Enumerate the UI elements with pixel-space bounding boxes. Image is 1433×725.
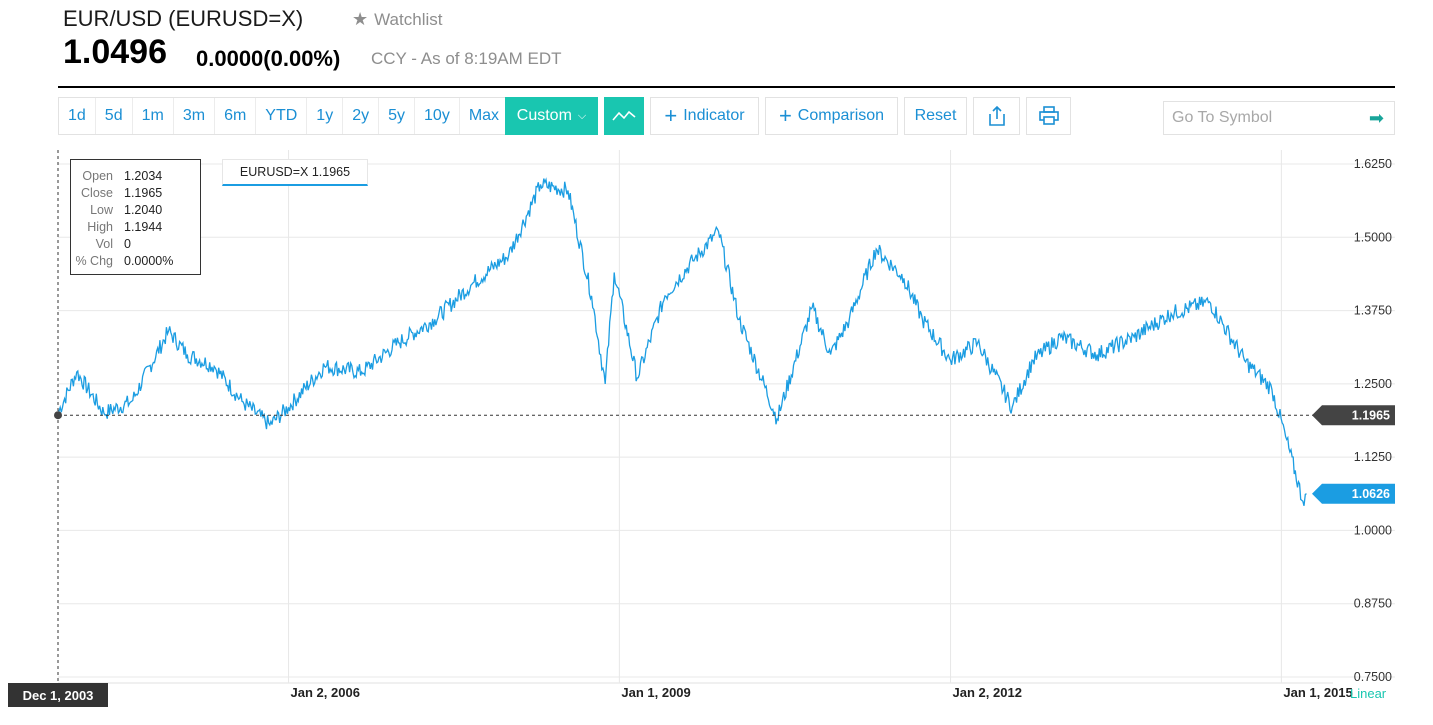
range-1d[interactable]: 1d	[59, 98, 96, 134]
y-tick-label: 1.0000	[1354, 523, 1392, 537]
custom-label: Custom	[516, 107, 572, 124]
scale-toggle[interactable]: Linear	[1350, 686, 1387, 701]
range-1m[interactable]: 1m	[133, 98, 174, 134]
tooltip-row: Close 1.1965	[71, 184, 200, 201]
tooltip-value: 1.2040	[124, 202, 163, 217]
crosshair-point	[54, 411, 62, 420]
range-10y[interactable]: 10y	[415, 98, 460, 134]
y-tick-label: 1.3750	[1354, 304, 1392, 318]
tooltip-value: 0.0000%	[124, 253, 174, 268]
x-tick-label: Jan 2, 2012	[953, 685, 1022, 700]
tooltip-value: 1.1944	[124, 219, 163, 234]
chevron-down-icon: ⌵	[577, 109, 587, 122]
series-legend: EURUSD=X 1.1965	[222, 159, 368, 186]
y-tick-label: 0.7500	[1354, 670, 1392, 684]
range-ytd[interactable]: YTD	[256, 98, 308, 134]
range-2y[interactable]: 2y	[343, 98, 380, 134]
custom-range-button[interactable]: Custom ⌵	[505, 97, 598, 135]
print-button[interactable]	[1026, 97, 1071, 135]
tooltip-key: High	[87, 219, 113, 234]
range-6m[interactable]: 6m	[215, 98, 257, 134]
range-3m[interactable]: 3m	[174, 98, 216, 134]
plus-icon: +	[778, 103, 792, 128]
crosshair-value: 1.1965	[1352, 409, 1390, 423]
symbol-search: ➡	[1163, 101, 1395, 135]
tooltip-row: Low 1.2040	[71, 201, 200, 218]
range-5y[interactable]: 5y	[379, 98, 416, 134]
reset-button[interactable]: Reset	[904, 97, 967, 135]
crosshair-date: Dec 1, 2003	[8, 683, 108, 707]
tooltip-value: 1.1965	[124, 185, 163, 200]
price-change: 0.0000(0.00%)	[196, 46, 341, 71]
tooltip-key: Low	[90, 202, 113, 217]
y-tick-label: 1.6250	[1354, 157, 1392, 171]
x-tick-label: Jan 1, 2015	[1283, 685, 1352, 700]
tooltip-row: High 1.1944	[71, 218, 200, 235]
tooltip-key: Open	[82, 168, 113, 183]
symbol-title: EUR/USD (EURUSD=X)	[63, 6, 304, 31]
print-icon	[1038, 106, 1059, 125]
range-selector: 1d 5d 1m 3m 6m YTD 1y 2y 5y 10y Max	[58, 97, 511, 135]
plus-icon: +	[664, 103, 678, 128]
range-5d[interactable]: 5d	[96, 98, 133, 134]
range-1y[interactable]: 1y	[307, 98, 344, 134]
chart-type-button[interactable]	[604, 97, 644, 135]
y-tick-label: 0.8750	[1354, 597, 1392, 611]
line-chart-icon	[612, 110, 636, 121]
share-icon	[988, 105, 1005, 126]
tooltip-row: % Chg 0.0000%	[71, 252, 200, 269]
tooltip-row: Vol 0	[71, 235, 200, 252]
indicator-button[interactable]: + Indicator	[650, 97, 759, 135]
price-series-line	[57, 177, 1307, 506]
x-tick-label: Jan 2, 2006	[291, 685, 360, 700]
last-value-badge	[1312, 483, 1395, 504]
comparison-button[interactable]: + Comparison	[765, 97, 898, 135]
indicator-label: Indicator	[683, 107, 745, 124]
reset-label: Reset	[914, 107, 957, 124]
symbol-search-input[interactable]	[1164, 103, 1354, 133]
y-tick-label: 1.2500	[1354, 377, 1392, 391]
tooltip-value: 1.2034	[124, 168, 163, 183]
ohlc-tooltip: Open 1.2034 Close 1.1965 Low 1.2040 High 1.1944…	[70, 159, 201, 275]
crosshair-value-badge	[1312, 405, 1395, 426]
watchlist-button[interactable]: ★ Watchlist	[352, 9, 442, 30]
star-icon: ★	[352, 9, 369, 29]
tooltip-key: % Chg	[75, 253, 113, 268]
as-of-time: CCY - As of 8:19AM EDT	[371, 49, 562, 68]
arrow-right-icon[interactable]: ➡	[1368, 108, 1384, 128]
tooltip-key: Close	[81, 185, 113, 200]
share-button[interactable]	[973, 97, 1020, 135]
comparison-label: Comparison	[797, 107, 885, 124]
watchlist-label: Watchlist	[374, 10, 443, 29]
tooltip-row: Open 1.2034	[71, 167, 200, 184]
last-value: 1.0626	[1352, 487, 1390, 501]
tooltip-key: Vol	[95, 236, 113, 251]
y-tick-label: 1.1250	[1354, 450, 1392, 464]
y-tick-label: 1.5000	[1354, 230, 1392, 244]
tooltip-value: 0	[124, 236, 131, 251]
current-price: 1.0496	[63, 33, 167, 71]
header-divider	[58, 86, 1395, 88]
x-tick-label: Jan 1, 2009	[621, 685, 690, 700]
